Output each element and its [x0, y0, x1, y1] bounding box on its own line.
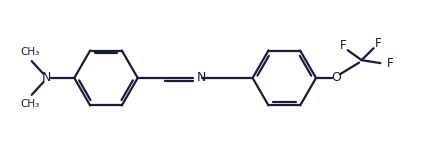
Text: N: N — [42, 71, 51, 84]
Text: F: F — [340, 39, 346, 52]
Text: CH₃: CH₃ — [21, 47, 40, 57]
Text: F: F — [388, 57, 394, 70]
Text: O: O — [331, 71, 341, 84]
Text: CH₃: CH₃ — [21, 99, 40, 109]
Text: F: F — [375, 37, 382, 50]
Text: N: N — [197, 71, 206, 84]
